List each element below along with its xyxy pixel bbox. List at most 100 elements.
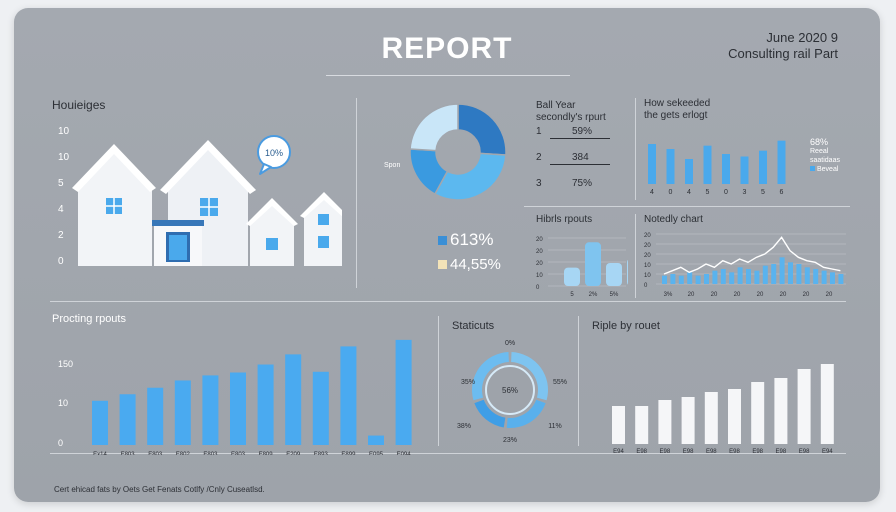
donut-stat-secondary: 44,55%	[438, 256, 501, 273]
stat-primary-value: 613%	[450, 230, 494, 249]
stat-label: 23%	[503, 437, 517, 444]
notedly-bar	[830, 272, 835, 284]
stat-label: 35%	[461, 379, 475, 386]
processing-x-label: E802	[176, 452, 191, 455]
processing-x-label: E803	[148, 452, 163, 455]
notedly-x-label: 20	[826, 292, 833, 298]
divider-houses	[356, 98, 357, 288]
notedly-bar	[804, 267, 810, 284]
selected-bar	[759, 150, 767, 184]
stat-label: 38%	[457, 423, 471, 430]
processing-bar	[395, 339, 412, 445]
selected-x-label: 5	[706, 189, 710, 196]
divider-footer	[50, 453, 846, 454]
processing-bar	[340, 346, 357, 445]
processing-y-tick: 150	[58, 359, 73, 369]
selected-bar	[722, 154, 730, 184]
ripple-x-label: E98	[752, 449, 763, 454]
ripple-bar	[612, 406, 625, 444]
statistics-title: Staticuts	[452, 320, 495, 332]
stat-label: 11%	[548, 423, 562, 430]
notedly-bar	[746, 269, 751, 284]
donut-stat-primary: 613%	[438, 230, 493, 250]
selected-x-label: 5	[761, 189, 765, 196]
hibs-y-tick: 20	[536, 237, 543, 243]
processing-bar	[312, 371, 329, 445]
processing-bar	[92, 400, 108, 445]
stat-donut-slice	[506, 399, 546, 428]
stat-center-label: 56%	[502, 386, 518, 395]
notedly-line	[663, 236, 841, 275]
stat-primary-swatch	[438, 236, 447, 245]
ripple-bar	[728, 389, 741, 444]
report-list-title-line2: secondly's rpurt	[536, 112, 606, 123]
notedly-x-label: 20	[803, 292, 810, 298]
notedly-bar	[838, 274, 844, 284]
list-item-index: 2	[536, 152, 542, 163]
ripple-bar	[681, 397, 695, 444]
processing-bar-chart: 150 10 0 Ex14 E803 E803 E802 E803 E803 E809 E209 E8…	[58, 339, 412, 455]
processing-y-tick: 10	[58, 398, 68, 408]
processing-title: Procting rpouts	[52, 313, 126, 325]
notedly-bar	[821, 270, 827, 284]
ripple-x-label: E98	[683, 449, 694, 454]
houses-y-tick: 5	[58, 178, 64, 189]
notedly-title: Notedly chart	[644, 214, 703, 225]
hibs-y-tick: 20	[536, 261, 543, 267]
processing-bar	[174, 380, 191, 445]
notedly-bar	[779, 257, 785, 284]
houses-y-tick: 0	[58, 256, 64, 267]
notedly-bar	[771, 264, 777, 284]
stat-donut-slice	[511, 352, 548, 401]
stat-secondary-swatch	[438, 260, 447, 269]
selected-bar	[666, 149, 675, 184]
ripple-bar	[751, 382, 765, 444]
houses-y-tick: 2	[58, 230, 64, 241]
houses-y-tick: 10	[58, 126, 70, 137]
notedly-bar	[695, 275, 701, 284]
selected-x-label: 0	[669, 189, 673, 196]
list-item-value: 75%	[572, 178, 593, 189]
processing-bar	[119, 394, 136, 445]
processing-x-label: E094	[397, 452, 412, 455]
divider-top-right	[635, 98, 636, 200]
processing-x-label: E095	[369, 452, 384, 455]
notedly-y-tick: 20	[644, 253, 651, 259]
ripple-x-label: E98	[799, 449, 810, 454]
list-item-rule	[550, 164, 610, 165]
processing-bar	[257, 364, 274, 445]
ripple-x-label: E94	[613, 449, 624, 454]
divider-mid-right	[635, 214, 636, 298]
notedly-x-label: 20	[734, 292, 741, 298]
selected-title-line2: the gets erlogt	[644, 110, 708, 121]
legend-value: 68%	[810, 137, 829, 147]
bubble-text: 10%	[265, 148, 283, 158]
ripple-x-label: E98	[636, 449, 647, 454]
hibs-title: Hibrls rpouts	[536, 214, 593, 225]
report-date-block: June 2020 9 Consulting rail Part	[728, 30, 838, 62]
report-list-title-line1: Ball Year	[536, 100, 576, 111]
legend-line: saatidaas	[810, 157, 840, 164]
houses-illustration: 10%	[72, 135, 342, 266]
house-large-icon	[72, 144, 156, 266]
hibs-y-tick: 0	[536, 285, 540, 291]
ripple-x-label: E98	[706, 449, 717, 454]
ripple-title: Riple by rouet	[592, 320, 660, 332]
processing-x-label: E899	[341, 452, 356, 455]
ripple-bar	[797, 369, 811, 444]
ripple-bar	[658, 400, 672, 444]
selected-bar	[648, 144, 656, 184]
hibs-bar	[627, 259, 628, 285]
processing-x-label: E209	[286, 452, 301, 455]
processing-bar	[285, 354, 302, 445]
processing-bar	[368, 435, 384, 445]
notedly-bar	[712, 270, 718, 284]
notedly-y-tick: 20	[644, 243, 651, 249]
ripple-bar	[704, 392, 718, 444]
notedly-bar	[687, 272, 693, 284]
statistics-donut: 56% 0% 55% 11% 23% 35% 38%	[457, 340, 567, 444]
stat-label: 0%	[505, 340, 515, 347]
report-date: June 2020 9	[766, 30, 838, 45]
notedly-chart: 20 20 20 10 10 0 3% 20 20 20 20 20 20 20	[644, 233, 846, 298]
